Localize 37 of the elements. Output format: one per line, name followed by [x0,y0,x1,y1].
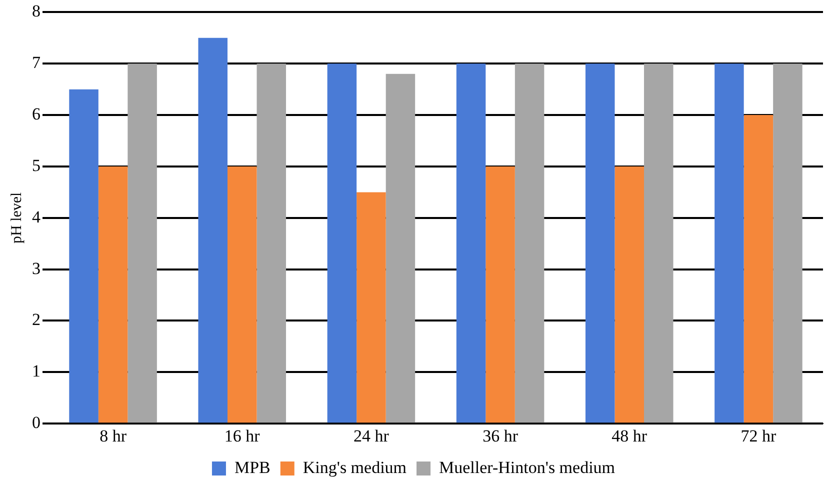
bar [585,64,615,423]
bar [69,89,98,423]
bar [356,192,386,423]
legend-label: King's medium [302,458,407,477]
bar [128,64,157,423]
x-tick-label: 24 hr [353,426,390,446]
y-tick-label: 8 [32,2,40,21]
legend-label: MPB [234,458,270,477]
y-tick-label: 1 [32,362,40,381]
bar [744,115,774,423]
y-axis-title: pH level [8,192,25,244]
y-tick-label: 0 [32,413,40,432]
bar [327,64,357,423]
bar [456,64,486,423]
y-tick-label: 3 [32,258,40,278]
bar [198,38,228,423]
bar [256,64,286,423]
bar [773,64,802,423]
bar [98,166,128,423]
y-tick-label: 7 [32,53,41,72]
y-tick-label: 4 [32,207,41,226]
bar [386,74,416,423]
y-tick-label: 5 [32,156,40,175]
y-tick-label: 6 [32,104,40,124]
bar [486,166,515,423]
bar [227,166,257,423]
bar [614,166,644,423]
legend-label: Mueller-Hinton's medium [439,458,616,477]
x-tick-label: 72 hr [740,426,776,446]
bar [714,64,744,423]
x-tick-label: 36 hr [482,426,518,446]
y-tick-label: 2 [32,310,40,330]
x-tick-label: 48 hr [612,426,648,446]
bar [514,64,544,423]
bar [644,64,674,423]
x-tick-label: 16 hr [224,426,260,446]
x-tick-label: 8 hr [100,426,127,446]
